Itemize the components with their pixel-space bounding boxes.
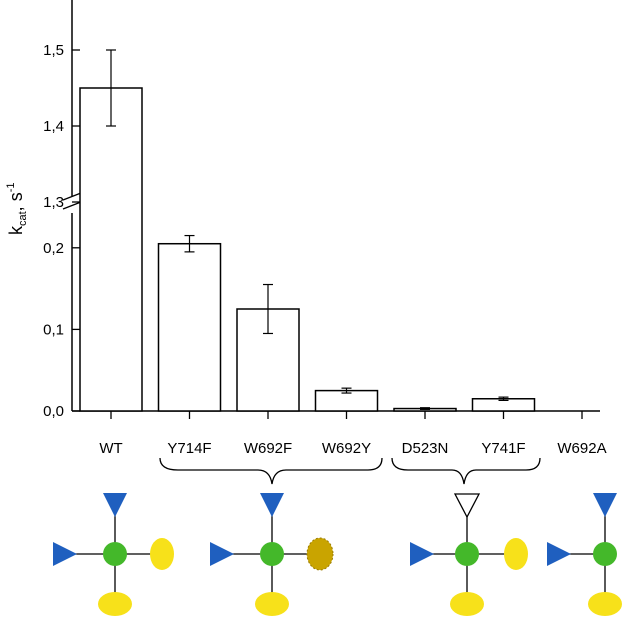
glycan-blue-triangle-left [53,542,77,566]
glycan-yellow-bottom [588,592,622,616]
glycan-open-triangle-top [453,493,481,519]
glycan-blue-triangle-top [260,493,284,517]
glycan-green-circle [260,542,284,566]
bar [314,389,379,412]
glycan-yellow-bottom [255,592,289,616]
glycan-wt [53,493,174,616]
y-tick-label: 0,0 [43,403,64,420]
glycan-yellow-right [150,538,174,570]
glycan-no-right [547,493,622,616]
glycan-blue-triangle-left [410,542,434,566]
glycan-green-circle [593,542,617,566]
glycan-blue-triangle-left [210,542,234,566]
glycan-yellow-right [504,538,528,570]
y-ticks: 0,0 0,1 0,2 1,3 1,4 1,5 [43,42,80,420]
y-tick-label: 1,4 [43,118,64,135]
glycan-green-circle [455,542,479,566]
error-bar [420,407,430,410]
axis-break-mark [62,192,82,210]
x-tick-label: WT [99,440,122,457]
bar [79,87,143,412]
y-tick-label: 1,5 [43,42,64,59]
glycan-blue-triangle-top [103,493,127,517]
x-tick-label: Y714F [167,440,211,457]
x-tick-label: W692F [244,440,292,457]
error-bar [341,387,352,394]
glycan-modified [210,493,334,616]
glycan-blue-triangle-left [547,542,571,566]
y-tick-label: 1,3 [43,194,64,211]
bars [79,49,536,412]
group-brace-2 [391,457,541,485]
glycan-yellow-bottom [98,592,132,616]
glycan-green-circle [103,542,127,566]
x-tick-label: Y741F [481,440,525,457]
x-tick-label: D523N [402,440,449,457]
x-tick-label: W692A [557,440,606,457]
glycan-blue-triangle-top [593,493,617,517]
error-bar [498,396,509,401]
x-ticks: WT Y714F W692F W692Y D523N Y741F W692A [99,411,607,457]
y-axis [62,0,82,411]
glycan-stippled-right [306,537,334,571]
error-bar [263,283,273,335]
y-tick-label: 0,2 [43,240,64,257]
bar [157,242,222,412]
glycan-yellow-bottom [450,592,484,616]
y-axis-title: kcat, s-1 [5,183,29,235]
y-tick-label: 0,1 [43,321,64,338]
group-brace-1 [159,457,383,485]
glycan-open-triangle [410,493,528,616]
error-bar [184,234,195,253]
x-tick-label: W692Y [322,440,371,457]
error-bar [106,49,116,127]
